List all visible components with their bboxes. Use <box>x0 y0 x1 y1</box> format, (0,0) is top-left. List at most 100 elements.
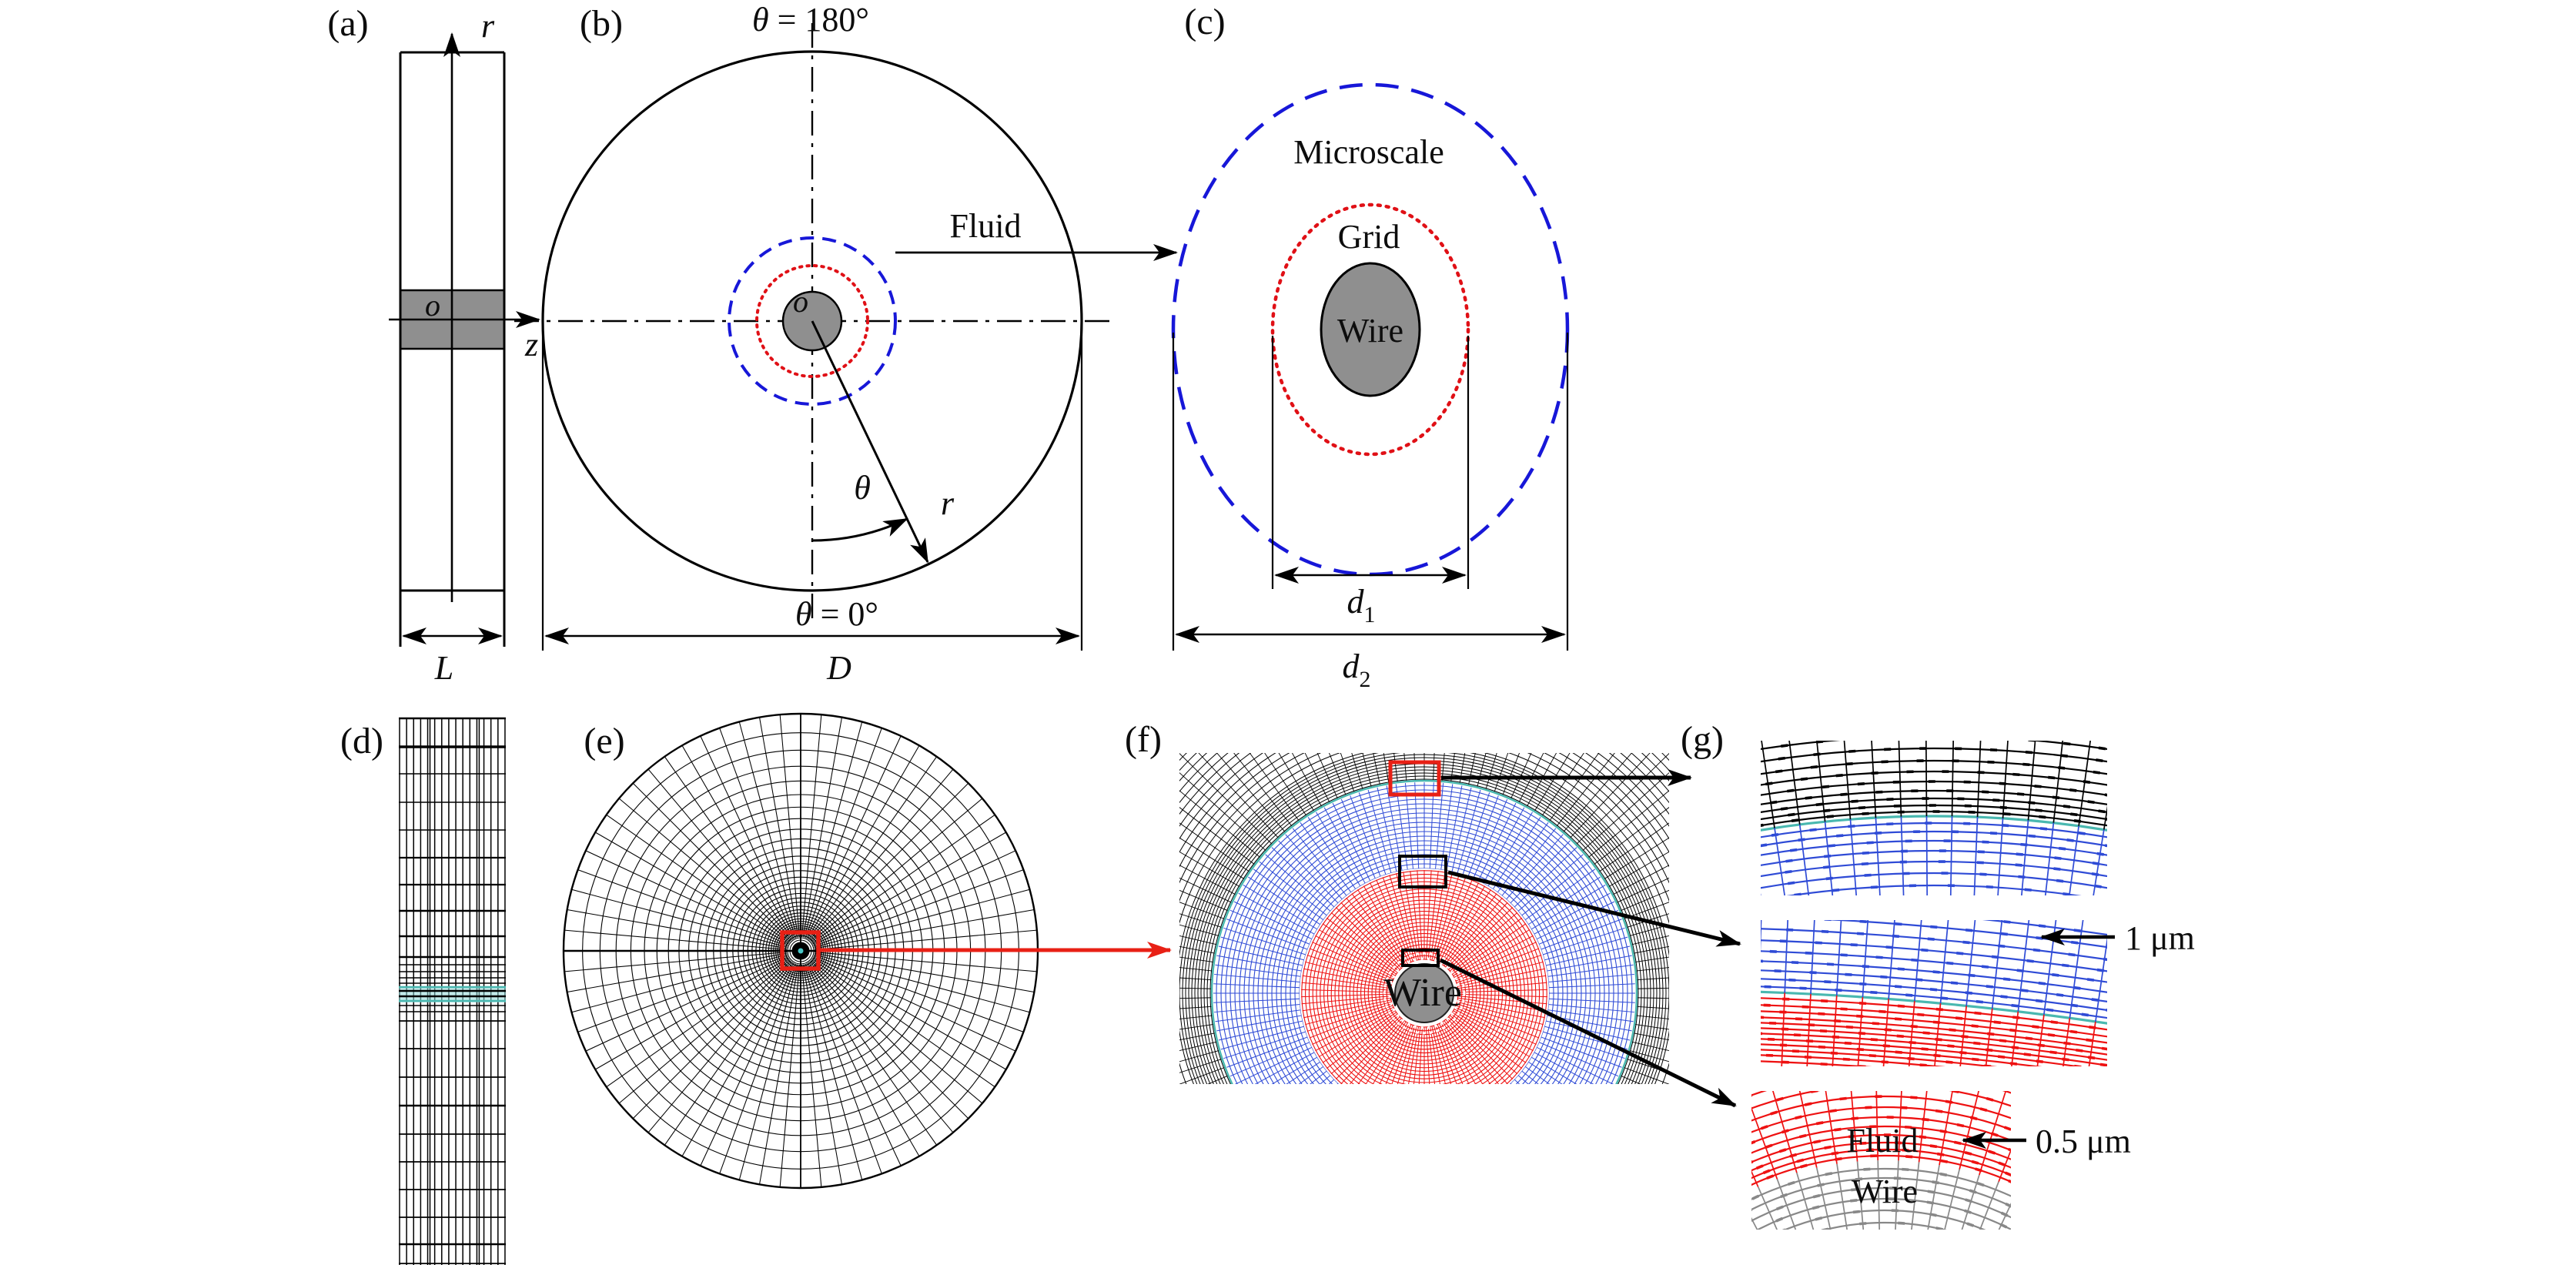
mesh-line <box>1627 924 1669 937</box>
mesh-line <box>1417 870 1423 960</box>
mesh-line <box>1457 1001 1544 1026</box>
mesh-line <box>1340 902 1402 969</box>
mesh-line <box>1849 819 1858 895</box>
mesh-line <box>1083 1169 1307 1265</box>
mesh-line <box>1210 779 1638 1084</box>
mesh-line <box>1453 929 1531 976</box>
mesh-line <box>1437 879 1473 962</box>
mesh-line <box>1305 961 1392 986</box>
mesh-line <box>1761 1060 1879 1066</box>
mesh-line <box>1322 923 1397 975</box>
mesh-line <box>1301 996 1391 1005</box>
mesh-line <box>1898 1091 1902 1161</box>
mesh-line <box>664 962 794 1146</box>
mesh-line <box>1438 1023 1470 1084</box>
mesh-line <box>814 954 1030 1013</box>
mesh-line <box>1454 1006 1537 1045</box>
mesh-line <box>2069 920 2084 1019</box>
mesh-line <box>938 898 2576 1265</box>
mesh-line <box>564 952 788 972</box>
mesh-line <box>810 782 969 942</box>
mesh-line <box>1914 920 1922 1002</box>
mesh-line <box>1985 1008 1993 1066</box>
mesh-line <box>1246 1195 1363 1265</box>
grid-label: Grid <box>1338 218 1400 256</box>
mesh-line <box>585 850 788 945</box>
mesh-line <box>812 832 1006 945</box>
mesh-line <box>1772 1091 1798 1173</box>
detail-box-wire-interface <box>1401 949 1440 967</box>
mesh-line <box>1430 1026 1440 1084</box>
mesh-line <box>1403 1026 1417 1084</box>
mesh-line <box>577 869 788 947</box>
mesh-line <box>1581 772 1669 852</box>
mesh-line <box>1825 1091 1838 1164</box>
mesh-line <box>1312 942 1394 980</box>
mesh-line <box>1510 753 1532 801</box>
mesh-line <box>813 955 1024 1032</box>
mesh-line <box>814 929 1037 950</box>
wire-label-c: Wire <box>1337 312 1403 350</box>
mesh-line <box>1991 920 2003 1009</box>
panel-e-polar-mesh: (e) <box>562 712 1172 1190</box>
wire-label-f: Wire <box>1383 971 1462 1015</box>
mesh-line <box>1761 781 2107 797</box>
mesh-line <box>934 1121 1256 1265</box>
mesh-line <box>647 768 792 941</box>
mesh-line <box>1437 1024 1464 1084</box>
mesh-line <box>813 956 1016 1052</box>
mesh-line <box>1454 1009 1534 1052</box>
mesh-line <box>1761 810 2107 828</box>
mesh-line <box>1305 1001 1392 1026</box>
mesh-line <box>1761 771 2107 786</box>
panel-e-tag: (e) <box>584 721 624 761</box>
mesh-line <box>1318 1010 1396 1058</box>
mesh-line <box>1554 753 1615 828</box>
mesh-line <box>1351 753 1364 791</box>
mesh-line <box>1435 1025 1457 1084</box>
wire-circle-large <box>1320 262 1421 397</box>
mesh-line <box>1388 957 1460 1029</box>
mesh-line <box>1631 1032 1669 1041</box>
mesh-line <box>1326 917 1398 973</box>
mesh-line <box>1457 997 1547 1012</box>
mesh-line <box>595 957 789 1070</box>
mesh-line <box>1216 753 1287 834</box>
mesh-line <box>1351 893 1405 966</box>
mesh-line <box>1761 790 2107 806</box>
mesh-line <box>1624 1058 1669 1073</box>
mesh-line <box>1179 1041 1219 1052</box>
mesh-line <box>1230 1083 1234 1084</box>
mesh-line <box>1431 873 1453 961</box>
mesh-line <box>1445 897 1503 968</box>
mesh-line <box>764 724 2576 1265</box>
mesh-line <box>1433 1204 1450 1265</box>
panel-c-microscale-schematic: (c) Microscale Grid Wire d1 d2 <box>1171 2 1570 692</box>
mesh-line <box>1761 789 2107 806</box>
mesh-line <box>1973 817 1979 895</box>
mesh-line <box>1485 1195 1602 1265</box>
mesh-line <box>1403 753 1407 783</box>
mesh-line <box>1510 1186 1674 1265</box>
mesh-line <box>1457 961 1544 986</box>
mesh-line <box>632 782 791 942</box>
detail-arrow-bottom <box>1439 958 1737 1108</box>
mesh-line <box>1749 832 1767 935</box>
mesh-line <box>1751 1106 2011 1133</box>
mesh-line <box>1900 816 1905 895</box>
mesh-line <box>1494 1193 1627 1265</box>
mesh-line <box>1597 822 1669 873</box>
mesh-line <box>1309 1005 1393 1039</box>
mesh-line <box>1888 920 1895 999</box>
mesh-line <box>1179 945 1217 955</box>
mesh-line <box>1518 1182 1698 1265</box>
mesh-line <box>1457 999 1545 1019</box>
mesh-line <box>1761 741 2107 751</box>
mesh-line <box>1602 837 1669 881</box>
mesh-line <box>1850 1091 1858 1162</box>
mesh-line <box>1347 1203 1398 1265</box>
mesh-line <box>1440 1022 1477 1084</box>
mesh-line <box>1575 1141 1865 1265</box>
mesh-line <box>814 889 1030 948</box>
